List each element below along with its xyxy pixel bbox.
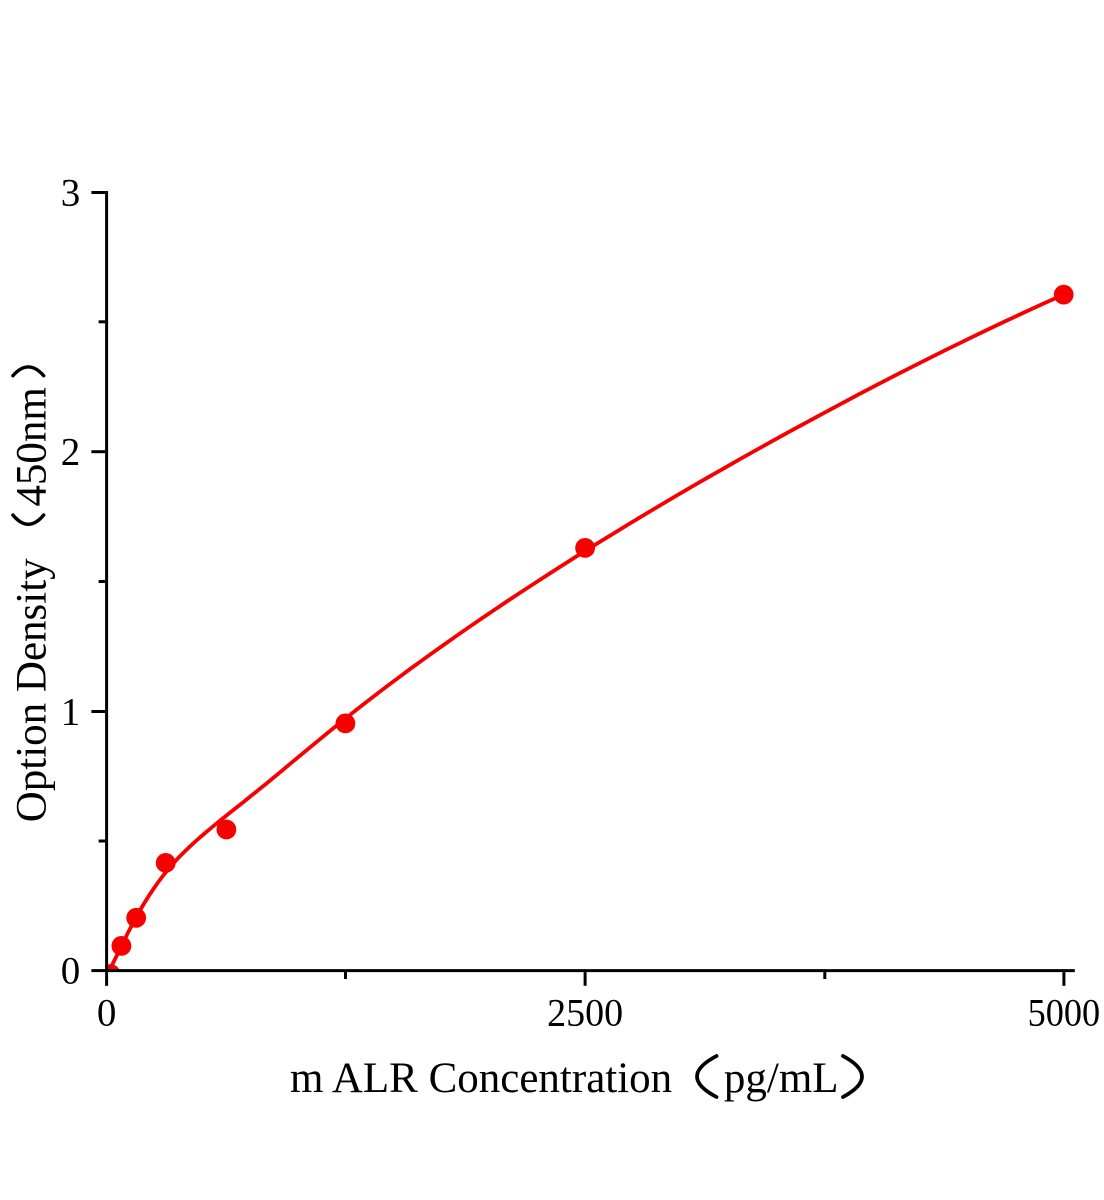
- svg-text:5000: 5000: [1028, 991, 1101, 1034]
- svg-text:450nm: 450nm: [9, 387, 56, 506]
- svg-text:pg/mL: pg/mL: [724, 1055, 839, 1102]
- svg-text:1: 1: [61, 690, 81, 733]
- svg-text:2: 2: [61, 431, 81, 474]
- svg-text:Option Density: Option Density: [9, 558, 56, 822]
- svg-text:3: 3: [61, 171, 81, 214]
- svg-text:0: 0: [97, 991, 117, 1034]
- svg-text:0: 0: [61, 950, 81, 993]
- svg-text:2500: 2500: [547, 991, 623, 1034]
- svg-text:m ALR Concentration: m ALR Concentration: [290, 1055, 672, 1102]
